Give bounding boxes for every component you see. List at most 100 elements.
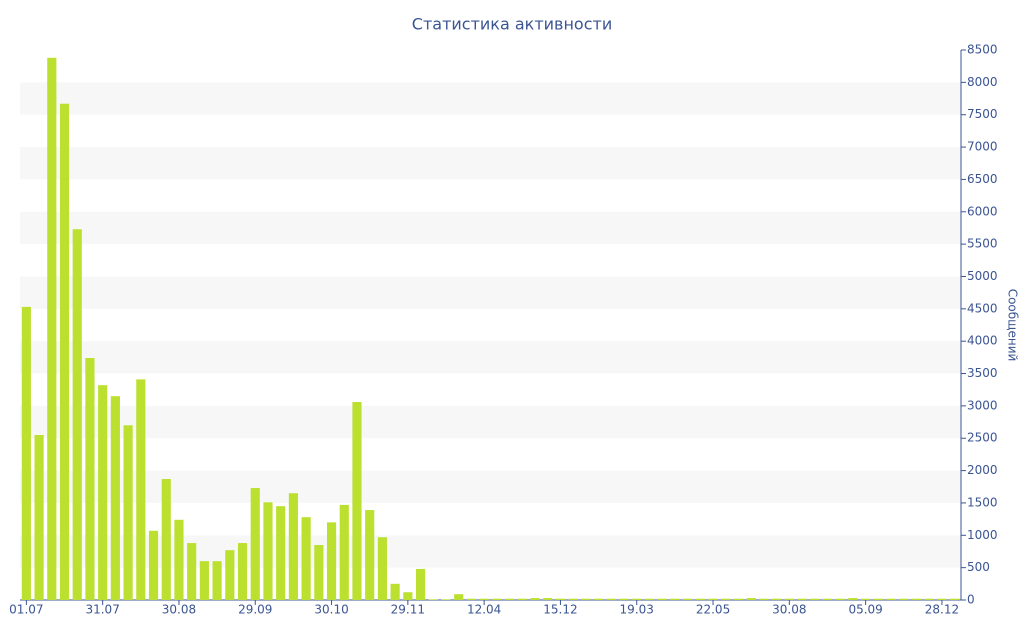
bar <box>148 530 159 600</box>
y-tick-label: 7000 <box>967 140 998 154</box>
y-tick-label: 2500 <box>967 431 998 445</box>
bar <box>594 598 604 600</box>
bar <box>123 425 133 600</box>
y-tick-label: 4000 <box>967 334 998 348</box>
bar <box>822 598 833 600</box>
bar <box>657 598 667 600</box>
bar <box>199 561 209 600</box>
bar <box>390 583 400 600</box>
bar <box>644 598 655 600</box>
bar <box>784 598 794 600</box>
y-tick-label: 1000 <box>967 528 998 542</box>
bar <box>632 598 642 600</box>
y-tick-label: 4500 <box>967 301 998 315</box>
bar <box>428 599 438 600</box>
bar <box>415 568 426 600</box>
bar <box>670 598 680 600</box>
bar <box>950 598 960 600</box>
bar <box>72 229 82 600</box>
y-tick-label: 5500 <box>967 237 998 251</box>
bar <box>619 598 629 600</box>
bar <box>466 598 477 600</box>
bar <box>441 599 451 600</box>
bar <box>237 543 248 600</box>
bar <box>34 435 44 600</box>
x-tick-label: 12.04 <box>467 603 501 617</box>
bar <box>759 598 769 600</box>
bar <box>861 598 871 600</box>
x-tick-label: 29.09 <box>238 603 272 617</box>
grid-band <box>20 470 961 503</box>
bar <box>721 598 731 600</box>
x-tick-label: 30.10 <box>314 603 348 617</box>
bar <box>606 598 616 600</box>
bar <box>924 598 934 600</box>
bar <box>174 519 184 600</box>
bar <box>288 493 298 600</box>
grid-band <box>20 341 961 374</box>
bar <box>161 479 171 600</box>
bar <box>683 598 693 600</box>
bar <box>708 598 718 600</box>
bar <box>47 57 57 600</box>
y-tick-label: 7500 <box>967 107 998 121</box>
bar <box>59 103 70 601</box>
y-tick-label: 0 <box>967 593 975 607</box>
grid-band <box>20 535 961 568</box>
bar <box>886 598 896 600</box>
x-tick-label: 30.08 <box>162 603 196 617</box>
y-tick-label: 8500 <box>967 43 998 57</box>
bar <box>85 358 95 600</box>
y-tick-label: 6500 <box>967 172 998 186</box>
bar <box>314 545 324 600</box>
bar <box>568 598 578 600</box>
x-tick-label: 15.12 <box>543 603 577 617</box>
bar <box>454 594 464 600</box>
x-tick-label: 31.07 <box>85 603 119 617</box>
y-tick-label: 8000 <box>967 75 998 89</box>
bar <box>543 598 553 600</box>
grid-band <box>20 147 961 180</box>
y-tick-label: 3000 <box>967 398 998 412</box>
grid-band <box>20 276 961 309</box>
bar <box>733 598 744 600</box>
bar <box>695 598 705 600</box>
bar <box>797 598 807 600</box>
bar <box>377 537 387 600</box>
y-tick-label: 6000 <box>967 204 998 218</box>
bar <box>810 598 820 600</box>
x-tick-label: 28.12 <box>925 603 959 617</box>
bar <box>911 598 922 600</box>
bar <box>98 385 108 600</box>
bar <box>403 592 413 600</box>
grid-band <box>20 211 961 245</box>
bar <box>21 306 31 600</box>
bar <box>555 598 566 600</box>
bar <box>772 598 782 600</box>
y-tick-label: 5000 <box>967 269 998 283</box>
bar <box>250 488 260 600</box>
bar <box>504 598 515 600</box>
bar <box>276 506 286 600</box>
bar <box>835 598 845 600</box>
y-tick-label: 3500 <box>967 366 998 380</box>
bar <box>479 598 489 600</box>
bar <box>212 561 222 600</box>
bar <box>492 598 502 600</box>
x-tick-label: 01.07 <box>9 603 43 617</box>
x-tick-label: 30.08 <box>772 603 806 617</box>
bar <box>301 517 311 600</box>
x-tick-label: 19.03 <box>620 603 654 617</box>
grid-band <box>20 82 961 115</box>
y-axis-title: Сообщений <box>1006 289 1020 362</box>
x-tick-label: 29.11 <box>391 603 425 617</box>
bar <box>899 598 909 600</box>
y-tick-label: 500 <box>967 560 990 574</box>
bar <box>365 510 375 600</box>
bar <box>848 598 858 600</box>
bar <box>136 379 146 600</box>
y-tick-label: 2000 <box>967 463 998 477</box>
bar <box>873 598 883 600</box>
bar <box>339 504 349 600</box>
